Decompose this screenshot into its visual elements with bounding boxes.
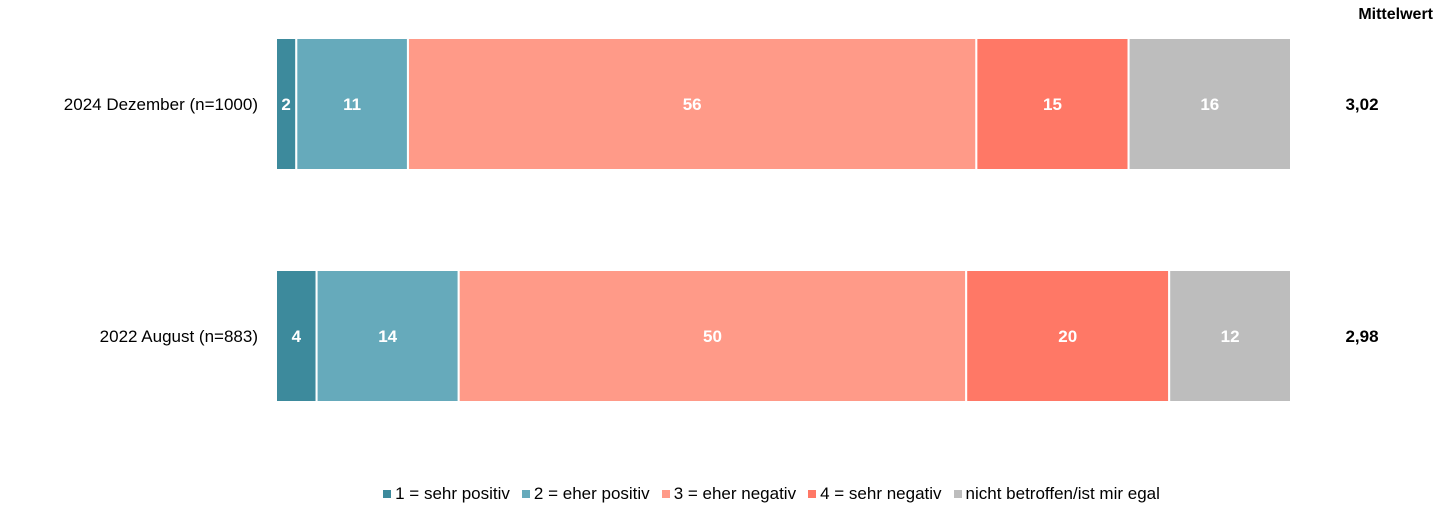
- bar-segment: [965, 269, 1171, 403]
- bar-segment: [1168, 269, 1292, 403]
- legend-swatch: [953, 490, 962, 498]
- legend-swatch: [808, 490, 817, 498]
- legend-item: 4 = sehr negativ: [808, 484, 942, 504]
- legend-label: 2 = eher positiv: [533, 484, 650, 503]
- category-label: 2024 Dezember (n=1000): [64, 95, 258, 114]
- data-label: 20: [1058, 327, 1077, 346]
- data-label: 56: [683, 95, 702, 114]
- bar-segment: [315, 269, 460, 403]
- bar-segment: [295, 37, 409, 171]
- bar-segment: [1127, 37, 1292, 171]
- legend-swatch: [383, 490, 392, 498]
- legend-label: nicht betroffen/ist mir egal: [965, 484, 1160, 503]
- legend-swatch: [661, 490, 670, 498]
- category-label: 2022 August (n=883): [100, 327, 258, 346]
- legend-label: 1 = sehr positiv: [395, 484, 510, 503]
- data-label: 4: [292, 327, 302, 346]
- legend-label: 4 = sehr negativ: [820, 484, 942, 503]
- data-label: 16: [1200, 95, 1219, 114]
- legend-item: 1 = sehr positiv: [383, 484, 510, 504]
- legend-item: 2 = eher positiv: [521, 484, 650, 504]
- bar-segment: [275, 269, 318, 403]
- legend-item: nicht betroffen/ist mir egal: [953, 484, 1160, 504]
- legend-swatch: [521, 490, 530, 498]
- bar-segment: [457, 269, 968, 403]
- data-label: 15: [1043, 95, 1062, 114]
- chart-legend: 1 = sehr positiv 2 = eher positiv 3 = eher…: [0, 484, 1435, 504]
- mean-value: 2,98: [1345, 327, 1378, 346]
- data-label: 50: [703, 327, 722, 346]
- data-label: 14: [378, 327, 397, 346]
- legend-label: 3 = eher negativ: [673, 484, 797, 503]
- legend-item: 3 = eher negativ: [661, 484, 797, 504]
- data-label: 12: [1221, 327, 1240, 346]
- data-label: 11: [343, 95, 361, 114]
- bar-segment: [975, 37, 1130, 171]
- mean-column-header: Mittelwert: [1358, 6, 1433, 23]
- data-label: 2: [281, 95, 290, 114]
- mean-value: 3,02: [1345, 95, 1378, 114]
